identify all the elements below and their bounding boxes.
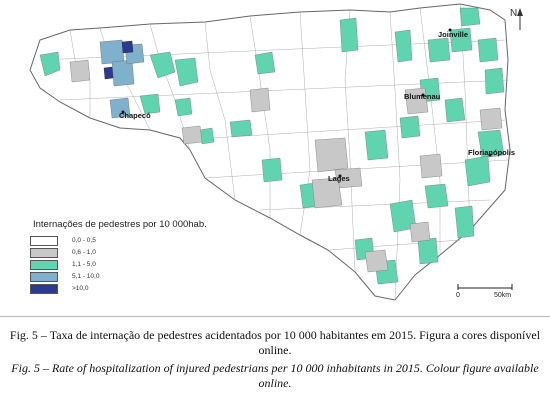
city-label-lages: Lages (328, 174, 350, 183)
region-gray (69, 59, 91, 83)
caption-portuguese: Fig. 5 – Taxa de internação de pedestres… (9, 328, 541, 357)
region-green (444, 97, 466, 123)
region-green (174, 97, 193, 117)
region-lightblue (109, 97, 131, 119)
region-green (174, 57, 199, 87)
legend-swatch (30, 260, 58, 270)
region-green (139, 93, 161, 115)
region-green (417, 237, 439, 265)
region-green (364, 129, 389, 161)
region-gray (364, 249, 389, 273)
region-green (254, 51, 276, 75)
region-green (229, 119, 253, 138)
region-green (339, 17, 359, 53)
region-darkblue (121, 40, 134, 54)
legend-swatch (30, 248, 58, 258)
region-green (477, 129, 505, 159)
north-arrow-icon (517, 8, 523, 30)
scale-end-label: 50km (494, 292, 511, 299)
city-label-blumenau: Blumenau (404, 92, 441, 101)
region-darkblue (103, 66, 114, 80)
region-lightblue (111, 59, 135, 87)
region-gray (479, 107, 503, 131)
region-gray (311, 177, 343, 209)
region-green (454, 205, 475, 239)
city-label-florianopolis: Florianópolis (468, 148, 515, 157)
legend-item: >10,0 (30, 284, 160, 295)
region-green (394, 29, 413, 63)
region-green (449, 27, 473, 53)
legend-label: 0,0 - 0,5 (72, 237, 96, 244)
legend-title: Internações de pedestres por 10 000hab. (33, 219, 207, 230)
region-green (149, 51, 176, 79)
legend-swatch (30, 236, 58, 246)
legend-item: 0,0 - 0,5 (30, 236, 160, 247)
region-green (261, 157, 283, 183)
region-green (477, 37, 499, 63)
legend-label: >10,0 (72, 285, 89, 292)
caption-english: Fig. 5 – Rate of hospitalization of inju… (11, 361, 539, 390)
region-green (459, 7, 481, 27)
legend-item: 5,1 - 10,0 (30, 272, 160, 283)
scale-bar: 0 50km (456, 284, 513, 299)
region-green (424, 183, 449, 209)
region-gray (409, 221, 431, 243)
region-gray (249, 87, 271, 113)
legend-label: 0,6 - 1,0 (72, 249, 96, 256)
city-label-joinville: Joinville (438, 30, 468, 39)
legend-swatch (30, 284, 58, 294)
legend-item: 0,6 - 1,0 (30, 248, 160, 259)
region-gray (314, 137, 349, 173)
region-green (427, 37, 451, 63)
city-label-chapeco: Chapecó (119, 111, 151, 120)
legend-label: 5,1 - 10,0 (72, 273, 100, 280)
scale-start-label: 0 (456, 292, 460, 299)
region-green (484, 67, 505, 95)
region-green (39, 51, 61, 77)
legend-item: 1,1 - 5,0 (30, 260, 160, 271)
region-gray (419, 153, 443, 179)
region-gray (181, 125, 203, 145)
north-label: N (510, 8, 518, 19)
legend-swatch (30, 272, 58, 282)
santa-catarina-map: Joinville Blumenau Chapecó Florianópolis… (29, 3, 523, 301)
divider (0, 316, 550, 317)
legend-label: 1,1 - 5,0 (72, 261, 96, 268)
region-green (399, 115, 421, 139)
region-green (464, 155, 491, 187)
region-lightblue (99, 39, 125, 65)
